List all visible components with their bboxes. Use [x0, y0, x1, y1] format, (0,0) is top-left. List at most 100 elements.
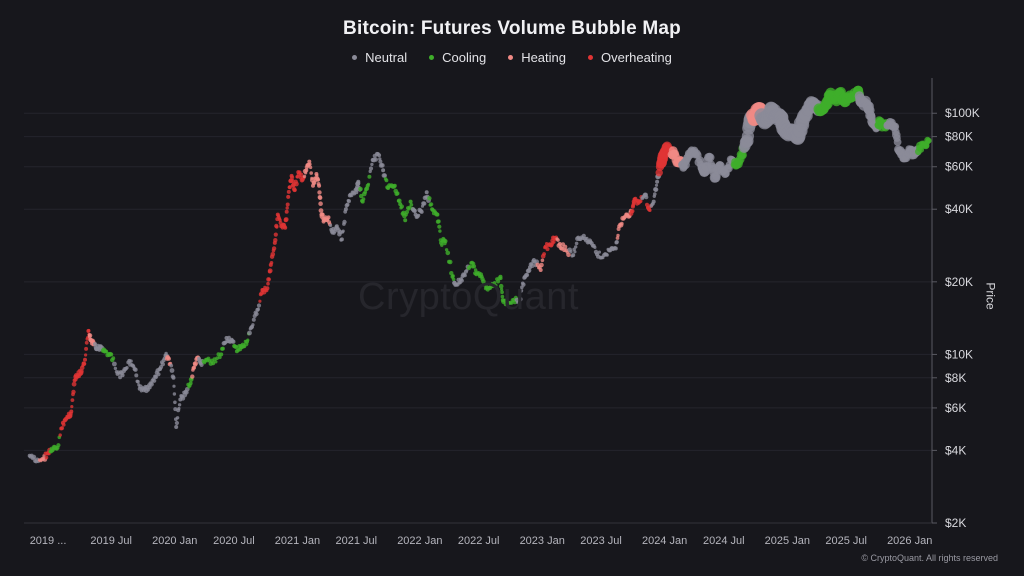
data-point-fill-50-1 [266, 281, 270, 286]
data-point-fill-96-4 [468, 264, 472, 268]
data-point-fill-73-1 [349, 193, 354, 198]
data-point-fill-82-3 [395, 191, 400, 196]
data-point-fill-46-3 [247, 330, 252, 336]
data-point-fill-78-3 [373, 157, 378, 162]
data-point-fill-26-2 [149, 381, 154, 387]
data-point-72 [343, 207, 348, 212]
data-point-fill-82-5 [397, 198, 402, 204]
data-point-56 [286, 194, 291, 199]
data-point-fill-88-3 [427, 196, 432, 201]
y-tick-labels: $2K $4K $6K $8K $10K $20K $40K $60K $80K $100K [945, 106, 980, 530]
legend-item-heating[interactable]: Heating [508, 50, 566, 65]
data-point-84 [403, 218, 408, 223]
data-point-82 [392, 183, 397, 188]
data-point-fill-123-3 [615, 236, 620, 240]
data-point-fill-114-5 [562, 244, 568, 249]
legend-item-neutral[interactable]: Neutral [352, 50, 407, 65]
data-point-31 [171, 375, 176, 380]
data-point-65 [317, 183, 322, 188]
legend-item-cooling[interactable]: Cooling [429, 50, 486, 65]
data-point-90 [435, 212, 440, 217]
x-tick-label-5: 2021 Jul [335, 535, 377, 547]
data-point-fill-13-5 [87, 333, 93, 338]
data-point-fill-193-1 [918, 146, 925, 153]
data-point-fill-19-4 [113, 366, 118, 371]
data-point-fill-90-2 [436, 219, 441, 224]
data-point-116 [571, 253, 576, 258]
data-point-80 [381, 168, 386, 173]
y-tick-label-2: $6K [945, 401, 966, 415]
legend-dot-neutral [352, 55, 358, 60]
data-point-fill-115-4 [569, 250, 573, 254]
data-point-fill-59-4 [298, 172, 304, 178]
y-tick-label-5: $20K [945, 275, 973, 289]
data-point-fill-52-1 [273, 238, 278, 243]
data-point-fill-12-1 [84, 353, 88, 357]
watermark: CryptoQuant [358, 276, 579, 318]
data-point-fill-12-3 [84, 340, 89, 345]
legend-dot-cooling [429, 55, 435, 60]
data-point-fill-86-3 [417, 213, 421, 217]
data-point-fill-115-2 [566, 252, 571, 258]
data-point-fill-48-3 [258, 299, 262, 303]
data-point-21 [120, 373, 125, 378]
legend-label-cooling: Cooling [442, 50, 487, 65]
data-point-92 [443, 239, 448, 244]
data-point-41 [219, 352, 224, 357]
data-point-fill-68-3 [328, 223, 333, 228]
data-point-fill-47-2 [251, 317, 256, 322]
data-point-fill-50-3 [267, 277, 271, 281]
data-point-35 [188, 381, 193, 386]
data-point-fill-132-2 [653, 192, 657, 196]
data-point-fill-123-2 [614, 240, 619, 244]
legend-dot-heating [508, 55, 514, 60]
data-point-fill-55-4 [285, 206, 289, 210]
data-point-132 [651, 199, 656, 204]
x-tick-label-4: 2021 Jan [275, 535, 320, 547]
data-point-114 [557, 242, 562, 246]
data-point-fill-121-3 [605, 253, 609, 257]
data-point-fill-21-4 [125, 366, 129, 370]
data-point-30 [166, 356, 171, 361]
data-point-fill-55-5 [285, 202, 290, 207]
data-point-fill-31-2 [172, 392, 177, 396]
data-point-fill-77-5 [370, 162, 374, 167]
data-point-fill-130-2 [644, 195, 649, 200]
data-point-fill-30-3 [169, 363, 174, 368]
y-tick-label-4: $10K [945, 347, 973, 361]
x-tick-label-9: 2023 Jul [580, 535, 622, 547]
data-point-fill-31-1 [172, 384, 176, 388]
legend-label-overheating: Overheating [601, 50, 672, 65]
data-point-fill-47-1 [251, 323, 255, 327]
data-point-fill-55-2 [283, 217, 289, 222]
data-point-fill-92-2 [445, 250, 451, 256]
data-point-fill-56-3 [287, 185, 292, 190]
data-point-fill-116-4 [574, 241, 579, 246]
data-point-fill-58-1 [293, 188, 297, 192]
data-point-fill-12-2 [84, 346, 89, 351]
data-point-fill-93-2 [451, 277, 456, 282]
data-point-fill-80-4 [384, 178, 389, 183]
data-point-fill-110-2 [540, 258, 545, 263]
data-point-fill-99-2 [481, 279, 486, 284]
data-point-fill-5-1 [56, 443, 61, 448]
data-point-fill-90-3 [437, 224, 442, 229]
legend-item-overheating[interactable]: Overheating [588, 50, 672, 65]
data-point-fill-107-5 [526, 268, 532, 273]
data-point-fill-111-2 [545, 247, 550, 252]
data-points [27, 85, 932, 464]
data-point-fill-79-2 [378, 159, 383, 164]
data-point-50 [265, 286, 270, 291]
data-point-fill-23-2 [134, 373, 139, 378]
data-point-11 [79, 369, 84, 374]
data-point-75 [356, 179, 361, 184]
data-point-fill-116-3 [574, 245, 578, 249]
data-point-fill-36-3 [193, 361, 199, 366]
data-point-fill-131-1 [648, 208, 652, 212]
data-point-fill-95-1 [459, 278, 464, 283]
axes [24, 78, 937, 524]
x-tick-label-6: 2022 Jan [397, 535, 442, 547]
data-point-85 [408, 199, 413, 204]
data-point-fill-32-4 [177, 406, 181, 411]
data-point-fill-112-5 [552, 240, 556, 244]
